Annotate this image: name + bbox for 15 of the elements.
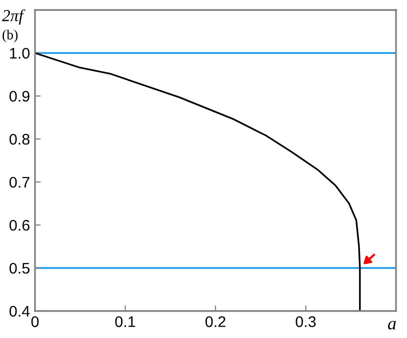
y-axis-title: 2πf (2, 9, 26, 25)
line-series (35, 52, 361, 311)
y-tick-label: 1.0 (10, 48, 30, 59)
y-tick-label: 0.6 (10, 220, 30, 231)
y-tick-label: 0.4 (10, 306, 30, 317)
x-tick-label: 0.3 (296, 316, 316, 328)
y-tick-label: 0.7 (10, 176, 30, 188)
y-tick-label: 0.9 (10, 90, 30, 102)
x-tick-label: 0 (31, 316, 39, 328)
x-tick-label: 0.2 (205, 316, 226, 328)
y-tick-label: 0.5 (10, 262, 30, 274)
x-axis-title: a (388, 320, 396, 330)
x-tick-label: 0.1 (115, 316, 136, 328)
y-tick-label: 0.8 (10, 134, 30, 145)
text: (b) (2, 30, 18, 42)
